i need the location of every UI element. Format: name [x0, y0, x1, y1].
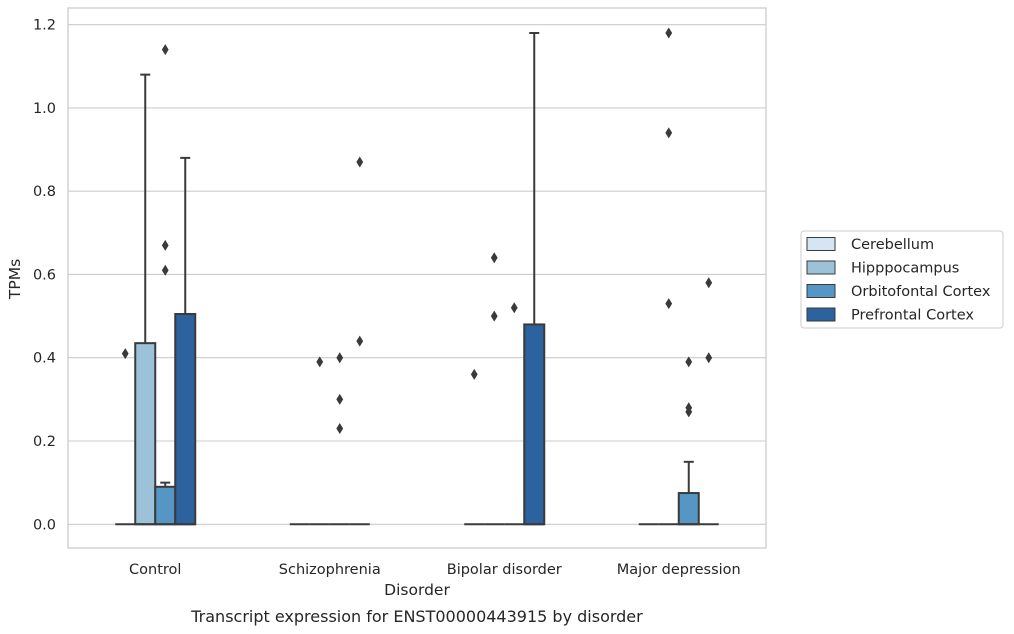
y-axis-label: TPMs [6, 259, 24, 300]
outlier-point [665, 127, 673, 139]
legend-swatch [806, 260, 836, 275]
legend-items: Cerebellum Hipppocampus Orbitofontal Corte… [806, 237, 991, 324]
outlier-point [336, 393, 344, 405]
outlier-point [161, 239, 169, 251]
legend-label: Orbitofontal Cortex [851, 284, 991, 300]
outlier-point [510, 302, 518, 314]
box-group [677, 356, 700, 526]
outlier-point [356, 335, 364, 347]
outlier-point [705, 277, 713, 289]
legend-item: Hipppocampus [806, 260, 959, 277]
outlier-point [665, 298, 673, 310]
y-tick-label: 0.8 [33, 184, 56, 200]
legend-label: Cerebellum [851, 237, 934, 253]
legend: Cerebellum Hipppocampus Orbitofontal Corte… [800, 230, 1004, 329]
box-marks [115, 27, 719, 526]
box-group [174, 156, 197, 526]
legend-frame [800, 230, 1004, 329]
legend-item: Orbitofontal Cortex [806, 284, 991, 300]
legend-label: Hipppocampus [851, 261, 959, 277]
box-group [484, 252, 505, 526]
outlier-point [356, 156, 364, 168]
x-axis-ticks: Control Schizophrenia Bipolar disorder Majo… [129, 562, 741, 578]
outlier-point [470, 368, 478, 380]
box [677, 492, 700, 526]
x-tick-label: Control [129, 562, 181, 578]
chart-caption: Transcript expression for ENST0000044391… [190, 607, 643, 626]
outlier-point [490, 252, 498, 264]
y-axis-ticks: 0.0 0.2 0.4 0.6 0.8 1.0 1.2 [33, 18, 56, 534]
x-axis-label: Disorder [384, 581, 450, 599]
box [134, 342, 157, 526]
y-tick-label: 1.0 [33, 101, 56, 117]
legend-item: Cerebellum [806, 237, 934, 253]
outlier-point [121, 348, 129, 360]
box-group [523, 31, 546, 526]
outlier-point [490, 310, 498, 322]
box-group [464, 368, 485, 526]
outlier-point [336, 423, 344, 435]
y-tick-label: 0.6 [33, 267, 56, 283]
gridlines [68, 24, 766, 525]
y-tick-label: 0.2 [33, 434, 56, 450]
outlier-point [685, 356, 693, 368]
outlier-point [705, 352, 713, 364]
box-group [698, 277, 719, 526]
outlier-point [316, 356, 324, 368]
box-group [349, 156, 370, 526]
box-group [115, 348, 136, 526]
plot-frame [67, 7, 767, 549]
box-group [504, 302, 525, 526]
box-group [154, 44, 177, 526]
outlier-point [685, 406, 693, 418]
y-tick-label: 0.0 [33, 517, 56, 533]
box [174, 313, 197, 526]
outlier-point [336, 352, 344, 364]
outlier-point [161, 44, 169, 56]
x-tick-label: Major depression [617, 562, 741, 578]
x-tick-label: Schizophrenia [279, 562, 381, 578]
box-group [309, 356, 330, 526]
legend-swatch [806, 284, 836, 298]
legend-swatch [806, 307, 836, 322]
outlier-point [665, 27, 673, 39]
box [523, 323, 546, 526]
legend-item: Prefrontal Cortex [806, 307, 974, 324]
x-tick-label: Bipolar disorder [447, 562, 562, 578]
box-group [134, 73, 157, 526]
y-tick-label: 0.4 [33, 351, 56, 367]
legend-swatch [806, 237, 836, 251]
box-group [658, 27, 679, 526]
legend-label: Prefrontal Cortex [851, 308, 974, 324]
outlier-point [161, 264, 169, 276]
y-tick-label: 1.2 [33, 18, 56, 34]
box [154, 485, 177, 526]
box-group [329, 352, 350, 526]
